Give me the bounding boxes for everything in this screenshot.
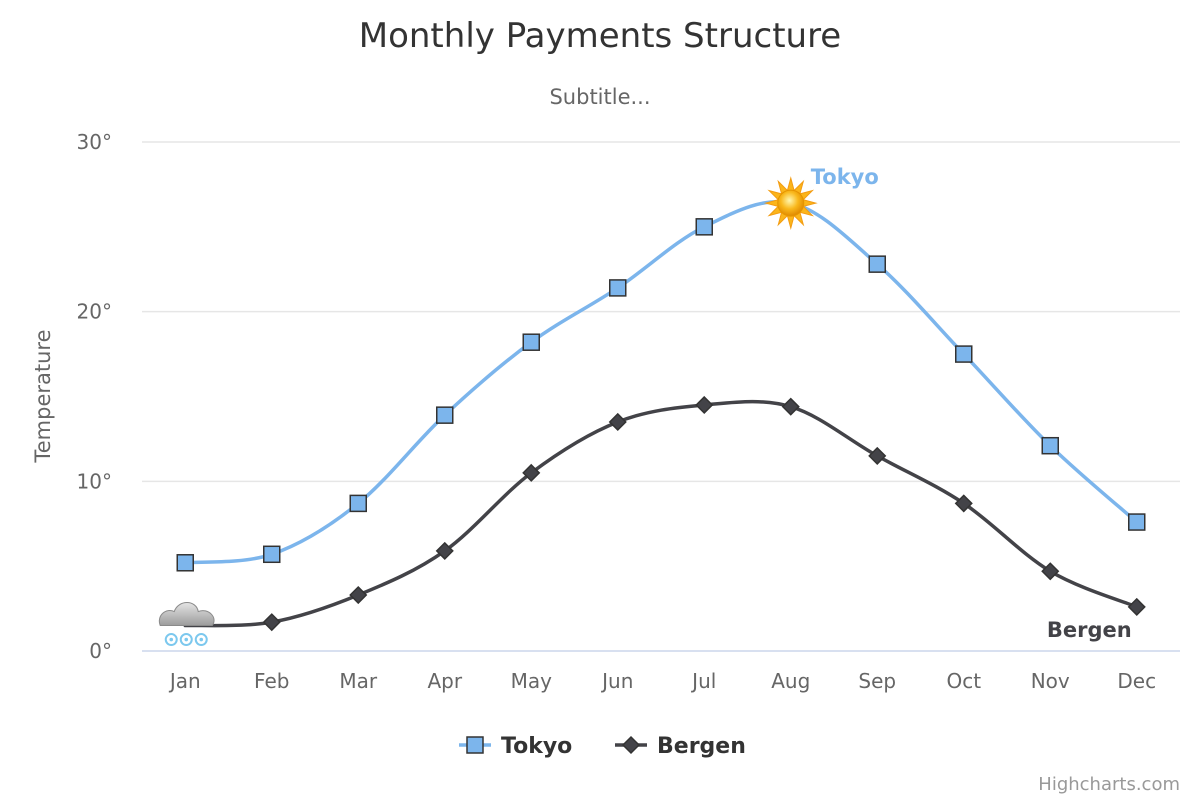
legend-marker[interactable] bbox=[621, 735, 641, 755]
data-point[interactable] bbox=[1041, 562, 1060, 581]
series-tokyo bbox=[176, 176, 1146, 572]
x-tick-label: Nov bbox=[1031, 669, 1070, 693]
data-point[interactable] bbox=[695, 395, 714, 415]
data-point[interactable] bbox=[954, 494, 973, 513]
series-labels: Tokyo Bergen bbox=[811, 165, 1132, 642]
legend-label: Bergen bbox=[657, 734, 746, 759]
y-tick-label: 10° bbox=[77, 469, 112, 493]
data-point[interactable] bbox=[263, 545, 281, 564]
snow-cloud-icon[interactable] bbox=[158, 602, 215, 647]
data-point[interactable] bbox=[349, 585, 368, 605]
chart-subtitle: Subtitle... bbox=[549, 85, 650, 109]
credits-link[interactable]: Highcharts.com bbox=[1038, 774, 1180, 795]
x-tick-label: Aug bbox=[771, 669, 810, 693]
grid-lines bbox=[142, 141, 1180, 483]
data-point[interactable] bbox=[955, 345, 973, 363]
data-point[interactable] bbox=[435, 541, 454, 560]
x-tick-label: Sep bbox=[858, 669, 896, 693]
series-bergen bbox=[158, 395, 1146, 647]
data-point[interactable] bbox=[1128, 513, 1146, 531]
data-point[interactable] bbox=[349, 494, 367, 513]
data-point[interactable] bbox=[522, 333, 540, 351]
series-label-tokyo: Tokyo bbox=[811, 165, 879, 189]
series-label-bergen: Bergen bbox=[1047, 618, 1132, 642]
x-tick-label: Feb bbox=[254, 669, 289, 693]
x-axis-tick-labels: Jan Feb Mar Apr May Jun Jul Aug Sep Oct Nov Dec bbox=[168, 669, 1156, 693]
x-tick-label: Oct bbox=[946, 669, 981, 693]
series-layer bbox=[158, 176, 1146, 647]
data-point[interactable] bbox=[1041, 436, 1059, 455]
legend-label: Tokyo bbox=[501, 734, 572, 759]
legend-item-bergen[interactable]: Bergen bbox=[615, 734, 746, 759]
data-point[interactable] bbox=[868, 446, 887, 465]
x-tick-label: Apr bbox=[427, 669, 462, 693]
chart-title: Monthly Payments Structure bbox=[359, 16, 841, 56]
legend-marker[interactable] bbox=[466, 736, 484, 754]
x-tick-label: Jan bbox=[168, 669, 201, 693]
legend-item-tokyo[interactable]: Tokyo bbox=[459, 734, 572, 759]
sun-icon[interactable] bbox=[763, 176, 818, 231]
series-line bbox=[183, 399, 1139, 628]
data-point[interactable] bbox=[176, 554, 194, 572]
y-tick-label: 20° bbox=[77, 300, 112, 324]
y-axis-tick-labels: 0° 10° 20° 30° bbox=[77, 130, 112, 663]
data-point[interactable] bbox=[1127, 597, 1146, 616]
series-line bbox=[183, 200, 1139, 565]
x-tick-label: Jul bbox=[690, 669, 716, 693]
x-tick-label: Dec bbox=[1117, 669, 1156, 693]
y-tick-label: 0° bbox=[89, 639, 112, 663]
x-tick-label: Jun bbox=[600, 669, 633, 693]
data-point[interactable] bbox=[436, 406, 454, 424]
data-point[interactable] bbox=[522, 463, 541, 482]
data-point[interactable] bbox=[609, 279, 627, 297]
x-tick-label: May bbox=[511, 669, 553, 693]
y-tick-label: 30° bbox=[77, 130, 112, 154]
data-point[interactable] bbox=[262, 613, 281, 632]
x-tick-label: Mar bbox=[339, 669, 378, 693]
data-point[interactable] bbox=[608, 412, 627, 432]
y-axis-title: Temperature bbox=[31, 329, 55, 463]
data-point[interactable] bbox=[781, 397, 800, 416]
legend: Tokyo Bergen bbox=[459, 734, 746, 759]
data-point[interactable] bbox=[695, 218, 713, 236]
data-point[interactable] bbox=[868, 255, 886, 273]
